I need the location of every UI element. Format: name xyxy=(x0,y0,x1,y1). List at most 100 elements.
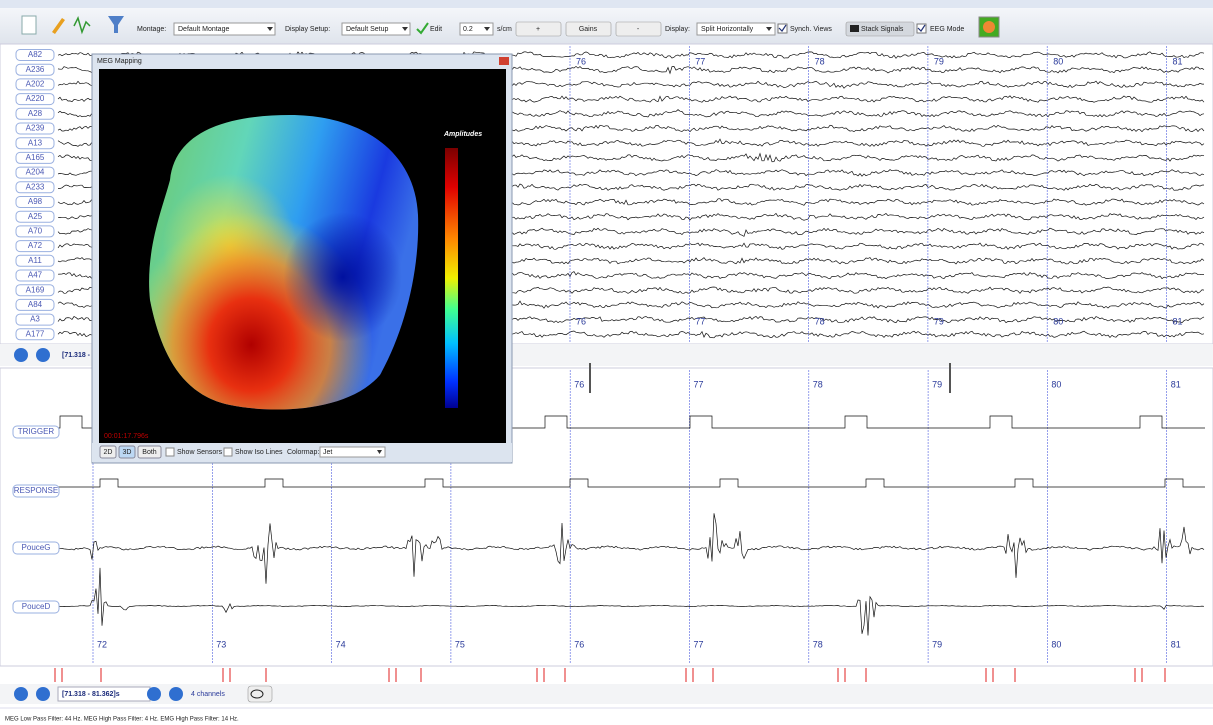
time-label: 78 xyxy=(813,379,823,389)
display-setup-value: Default Setup xyxy=(346,26,389,33)
filter-icon[interactable] xyxy=(108,16,124,33)
channel-label-box[interactable] xyxy=(15,181,55,194)
first-page-button[interactable] xyxy=(14,348,28,362)
show-iso-lines: Show Iso Lines xyxy=(235,449,283,456)
channel-label-box[interactable] xyxy=(15,284,55,297)
channel-label: A28 xyxy=(28,109,43,118)
time-label: 77 xyxy=(694,639,704,649)
montage-dropdown[interactable] xyxy=(173,22,276,36)
response-trace xyxy=(58,478,1205,488)
channel-label-box[interactable] xyxy=(15,63,55,76)
colormap-value: Jet xyxy=(323,449,332,456)
meg-mapping-window[interactable]: MEG Mapping Amplitudes 00:01:17.796s 2D 3… xyxy=(91,53,513,464)
gains-button[interactable] xyxy=(565,21,612,37)
new-icon[interactable] xyxy=(21,15,37,35)
plus-button[interactable] xyxy=(515,21,562,37)
channel-label-box[interactable] xyxy=(15,313,55,326)
last-page-button[interactable] xyxy=(169,687,183,701)
channel-label: A13 xyxy=(28,138,43,147)
channel-label-box[interactable] xyxy=(15,78,55,91)
bottom-nav-bar xyxy=(0,684,1213,704)
view-button[interactable] xyxy=(247,685,273,703)
eeg-checkbox[interactable] xyxy=(916,23,927,34)
time-label: 76 xyxy=(576,56,586,66)
prev-page-button[interactable] xyxy=(36,348,50,362)
dropdown-arrow xyxy=(766,27,772,31)
channel-label: A11 xyxy=(28,256,42,265)
time-label: 79 xyxy=(934,56,944,66)
display-value: Split Horizontally xyxy=(701,26,754,33)
legend-title: Amplitudes xyxy=(443,131,482,138)
time-label: 80 xyxy=(1053,56,1063,66)
channel-label-box[interactable] xyxy=(15,298,55,311)
channel-label: TRIGGER xyxy=(18,427,55,436)
time-label: 81 xyxy=(1173,56,1183,66)
channel-label: A82 xyxy=(28,50,43,59)
colormap-dropdown[interactable] xyxy=(319,446,386,458)
channel-label-box[interactable] xyxy=(15,225,55,238)
view-mode-button[interactable] xyxy=(99,445,117,459)
channel-label-box[interactable] xyxy=(12,541,60,555)
channel-label: A25 xyxy=(28,212,43,221)
channel-label-box[interactable] xyxy=(12,600,60,614)
channel-label-box[interactable] xyxy=(15,122,55,135)
display-setup-dropdown[interactable] xyxy=(341,22,411,36)
view-mode-button[interactable] xyxy=(118,445,136,459)
iso-checkbox[interactable] xyxy=(223,447,233,457)
signal-icon[interactable] xyxy=(73,15,91,35)
channel-label: A72 xyxy=(28,241,43,250)
prev-page-button[interactable] xyxy=(36,687,50,701)
time-label: 76 xyxy=(574,379,584,389)
montage-label: Montage: xyxy=(137,26,166,33)
edit-button[interactable]: Edit xyxy=(430,26,442,33)
minus-button[interactable] xyxy=(615,21,662,37)
channel-label-box[interactable] xyxy=(15,269,55,282)
channel-label-box[interactable] xyxy=(15,328,55,341)
sensors-checkbox[interactable] xyxy=(165,447,175,457)
montage-value: Default Montage xyxy=(178,26,229,33)
dropdown-arrow xyxy=(484,27,490,31)
window-controls xyxy=(92,443,512,462)
channel-label-box[interactable] xyxy=(15,151,55,164)
channel-label-box[interactable] xyxy=(15,49,55,61)
timebase-dropdown[interactable] xyxy=(459,22,494,36)
channel-label-box[interactable] xyxy=(12,484,60,498)
title-strip xyxy=(0,0,1213,8)
edit-icon[interactable] xyxy=(416,22,429,35)
time-label: 81 xyxy=(1171,639,1181,649)
channel-label-box[interactable] xyxy=(15,166,55,179)
display-dropdown[interactable] xyxy=(696,22,776,36)
top-range: [71.318 - xyxy=(62,352,91,359)
synch-checkbox[interactable] xyxy=(777,23,788,34)
time-label: 72 xyxy=(97,639,107,649)
view-mode-label: 2D xyxy=(104,449,113,456)
view-mode-button[interactable] xyxy=(137,445,162,459)
channel-label-box[interactable] xyxy=(15,254,55,267)
next-page-button[interactable] xyxy=(147,687,161,701)
map-icon-spot xyxy=(983,21,995,33)
channel-label-box[interactable] xyxy=(15,196,55,208)
close-button[interactable] xyxy=(499,57,509,65)
channel-label: A165 xyxy=(26,153,45,162)
stack-label: Stack Signals xyxy=(861,26,904,33)
bottom-range: [71.318 - 81.362]s xyxy=(62,691,120,698)
channel-label: A233 xyxy=(26,182,45,191)
stack-signals-button[interactable] xyxy=(845,21,915,37)
map-time: 00:01:17.796s xyxy=(104,433,149,440)
plus-label: + xyxy=(536,26,540,33)
show-sensors: Show Sensors xyxy=(177,449,223,456)
channel-label-box[interactable] xyxy=(15,93,55,106)
channel-label-box[interactable] xyxy=(15,240,55,253)
time-label: 77 xyxy=(695,316,705,326)
channel-label-box[interactable] xyxy=(15,210,55,223)
channel-label-box[interactable] xyxy=(12,425,60,439)
channel-label-box[interactable] xyxy=(15,137,55,150)
time-label: 76 xyxy=(576,316,586,326)
dropdown-arrow xyxy=(377,450,382,454)
channel-label-box[interactable] xyxy=(15,107,55,120)
first-page-button[interactable] xyxy=(14,687,28,701)
time-label: 78 xyxy=(815,316,825,326)
time-label: 78 xyxy=(815,56,825,66)
pen-icon[interactable] xyxy=(52,18,65,34)
